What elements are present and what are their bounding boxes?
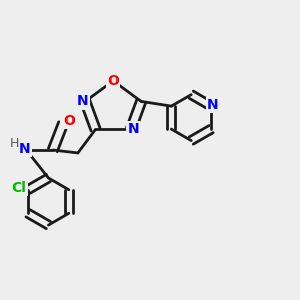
Text: Cl: Cl xyxy=(12,181,27,195)
Text: N: N xyxy=(207,98,218,112)
Text: N: N xyxy=(19,142,31,155)
Text: O: O xyxy=(64,114,76,128)
Text: N: N xyxy=(128,122,139,136)
Text: O: O xyxy=(107,74,119,88)
Text: H: H xyxy=(10,137,19,150)
Text: N: N xyxy=(77,94,89,108)
